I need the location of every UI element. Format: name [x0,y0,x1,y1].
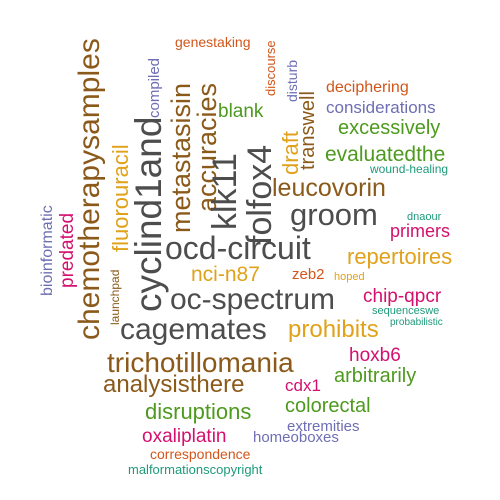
word-nci-n87: nci-n87 [191,263,260,286]
word-genestaking: genestaking [175,34,251,50]
word-leucovorin: leucovorin [272,174,386,202]
word-extremities: extremities [287,418,360,435]
word-hoxb6: hoxb6 [349,345,401,366]
word-oxaliplatin: oxaliplatin [142,426,227,447]
word-excessively: excessively [338,117,441,139]
word-homeoboxes: homeoboxes [253,429,339,446]
word-analysisthere: analysisthere [103,371,245,398]
word-cdx1: cdx1 [285,376,321,395]
word-oc-spectrum: oc-spectrum [170,283,336,316]
word-primers: primers [390,221,451,241]
word-repertoires: repertoires [347,244,453,269]
word-arbitrarily: arbitrarily [334,365,417,387]
word-hoped: hoped [334,271,365,283]
word-dnaour: dnaour [407,211,442,223]
word-chip-qpcr: chip-qpcr [363,286,442,307]
word-klk11: klk11 [206,153,244,230]
word-bioinformatic: bioinformatic [39,205,56,296]
word-prohibits: prohibits [288,316,379,343]
word-predated: predated [57,212,78,288]
word-considerations: considerations [326,98,436,117]
word-colorectal: colorectal [285,395,371,417]
word-disruptions: disruptions [145,399,252,424]
word-metastasisin: metastasisin [166,82,196,233]
word-ocd-circuit: ocd-circuit [165,230,311,266]
word-correspondence: correspondence [150,446,251,462]
word-cagemates: cagemates [120,313,267,346]
word-chemotherapysamples: chemotherapysamples [73,38,106,340]
word-cyclind1and: cyclind1and [128,116,169,312]
word-trichotillomania: trichotillomania [107,347,294,378]
word-deciphering: deciphering [326,79,409,96]
word-groom: groom [290,197,378,232]
word-blank: blank [218,101,264,122]
word-draft: draft [278,130,303,175]
word-wound-healing: wound-healing [370,162,449,176]
word-fluorouracil: fluorouracil [108,144,133,252]
word-evaluatedthe: evaluatedthe [325,143,446,166]
word-zeb2: zeb2 [292,266,325,283]
word-discourse-label: discourse [263,40,278,96]
word-sequenceswe: sequenceswe [372,305,440,317]
word-malformationscopyright: malformationscopyright [128,462,263,477]
word-compiled: compiled [146,57,163,118]
word-probabilistic: probabilistic [390,317,443,328]
